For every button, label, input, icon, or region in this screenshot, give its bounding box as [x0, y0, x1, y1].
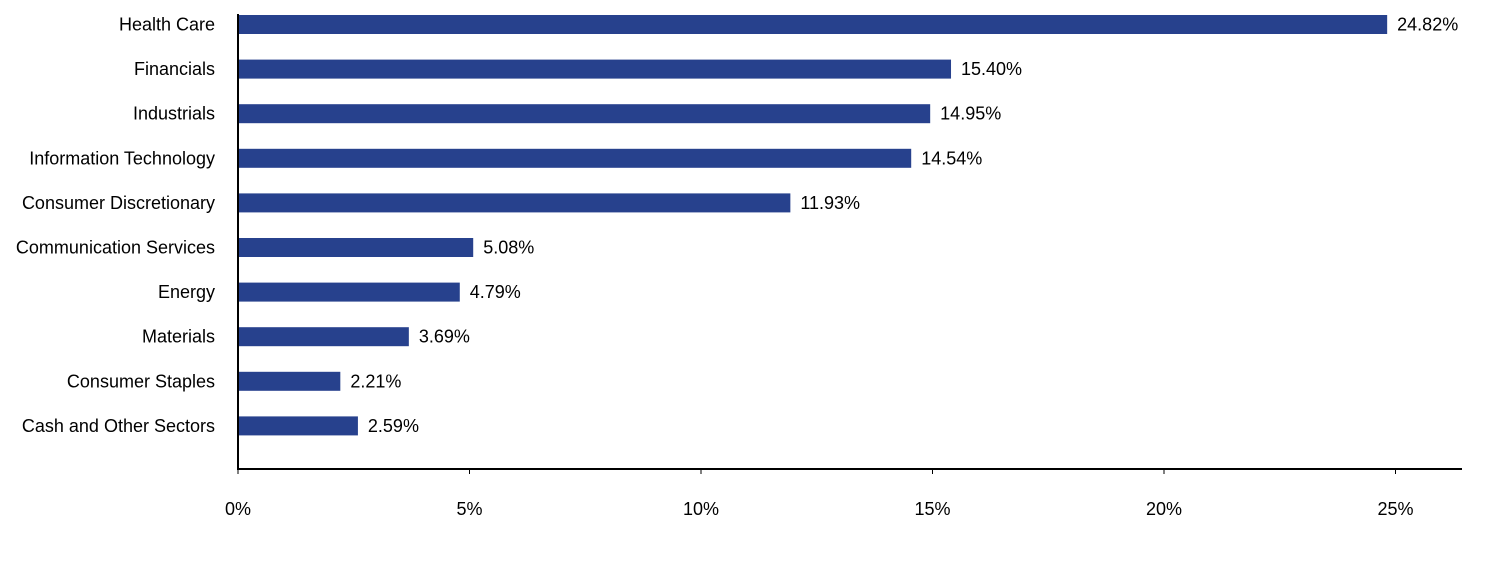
value-label-4: 11.93% [800, 193, 860, 213]
value-label-8: 2.21% [350, 371, 401, 391]
value-labels-group: 24.82% 15.40% 14.95% 14.54% 11.93% 5.08% 4.79%… [350, 15, 1458, 436]
bar-5 [238, 238, 474, 257]
bar-9 [238, 416, 358, 436]
value-label-3: 14.54% [921, 148, 982, 168]
bar-4 [238, 193, 791, 213]
category-label-1: Financials [134, 59, 215, 79]
bar-8 [238, 371, 341, 391]
category-label-3: Information Technology [29, 148, 215, 168]
category-label-8: Consumer Staples [67, 371, 215, 391]
category-label-9: Cash and Other Sectors [22, 416, 215, 436]
x-tick-label-5: 25% [1377, 499, 1413, 519]
value-label-1: 15.40% [961, 59, 1022, 79]
bar-2 [238, 104, 931, 124]
category-labels-group: Health Care Financials Industrials Informat… [16, 15, 215, 436]
x-tick-label-2: 10% [683, 499, 719, 519]
value-label-6: 4.79% [470, 282, 521, 302]
x-tick-label-1: 5% [456, 499, 482, 519]
value-label-2: 14.95% [940, 104, 1001, 124]
category-label-5: Communication Services [16, 238, 215, 258]
category-label-6: Energy [158, 282, 215, 302]
x-tick-label-0: 0% [225, 499, 251, 519]
value-label-9: 2.59% [368, 416, 419, 436]
value-label-5: 5.08% [483, 238, 534, 258]
value-label-7: 3.69% [419, 327, 470, 347]
category-label-7: Materials [142, 327, 215, 347]
bar-1 [238, 59, 952, 79]
bar-6 [238, 282, 460, 302]
x-ticks-group: 0% 5% 10% 15% 20% 25% [225, 469, 1414, 519]
category-label-2: Industrials [133, 104, 215, 124]
bars-group [238, 15, 1388, 436]
bar-3 [238, 148, 912, 168]
bar-7 [238, 327, 409, 347]
x-tick-label-3: 15% [914, 499, 950, 519]
bar-0 [238, 15, 1388, 34]
category-label-4: Consumer Discretionary [22, 193, 215, 213]
x-tick-label-4: 20% [1146, 499, 1182, 519]
value-label-0: 24.82% [1397, 15, 1458, 35]
category-label-0: Health Care [119, 15, 215, 35]
